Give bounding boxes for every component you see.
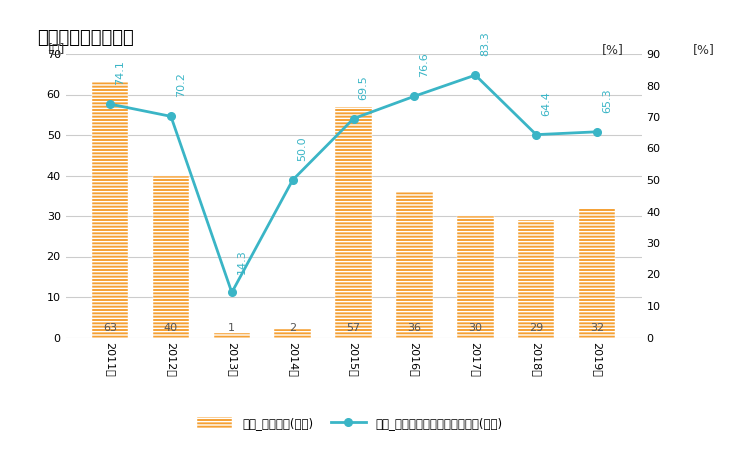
Bar — [457, 216, 494, 338]
Text: 14.3: 14.3 — [237, 249, 246, 274]
Text: 83.3: 83.3 — [480, 32, 490, 56]
Text: [%]: [%] — [601, 43, 623, 56]
Text: 69.5: 69.5 — [359, 75, 368, 100]
Text: 63: 63 — [103, 323, 117, 333]
Text: 29: 29 — [529, 323, 543, 333]
Bar — [274, 329, 311, 338]
Text: 40: 40 — [164, 323, 178, 333]
Bar — [335, 107, 372, 338]
Bar — [152, 176, 190, 338]
Text: 65.3: 65.3 — [602, 88, 612, 113]
Text: 50.0: 50.0 — [297, 136, 308, 161]
Text: 74.1: 74.1 — [115, 60, 125, 85]
Text: 76.6: 76.6 — [419, 53, 429, 77]
Text: 70.2: 70.2 — [176, 72, 186, 98]
Bar — [579, 208, 615, 338]
Text: 64.4: 64.4 — [541, 91, 551, 116]
Text: 36: 36 — [408, 323, 421, 333]
Text: [%]: [%] — [693, 43, 714, 56]
Text: 2: 2 — [289, 323, 296, 333]
Bar — [396, 192, 433, 338]
Legend: 木造_建築物数(左軸), 木造_全建築物数にしめるシェア(右軸): 木造_建築物数(左軸), 木造_全建築物数にしめるシェア(右軸) — [192, 413, 507, 435]
Bar — [92, 82, 128, 338]
Text: 1: 1 — [228, 323, 235, 333]
Bar — [214, 333, 250, 338]
Text: [棟]: [棟] — [47, 43, 65, 56]
Bar — [518, 220, 555, 338]
Text: 木造建築物数の推移: 木造建築物数の推移 — [36, 29, 133, 47]
Text: 30: 30 — [468, 323, 483, 333]
Text: 57: 57 — [346, 323, 361, 333]
Text: 32: 32 — [590, 323, 604, 333]
